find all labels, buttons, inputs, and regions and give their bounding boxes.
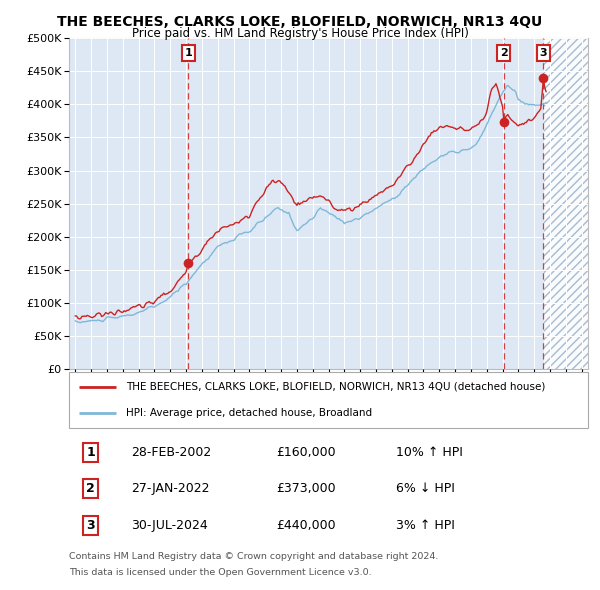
Text: 30-JUL-2024: 30-JUL-2024 <box>131 519 208 532</box>
Text: 6% ↓ HPI: 6% ↓ HPI <box>396 482 455 496</box>
Text: 3% ↑ HPI: 3% ↑ HPI <box>396 519 455 532</box>
Text: 3: 3 <box>539 48 547 58</box>
Text: 10% ↑ HPI: 10% ↑ HPI <box>396 446 463 459</box>
Text: 28-FEB-2002: 28-FEB-2002 <box>131 446 212 459</box>
Text: £373,000: £373,000 <box>277 482 336 496</box>
Text: THE BEECHES, CLARKS LOKE, BLOFIELD, NORWICH, NR13 4QU (detached house): THE BEECHES, CLARKS LOKE, BLOFIELD, NORW… <box>126 382 545 392</box>
Text: £160,000: £160,000 <box>277 446 336 459</box>
Text: This data is licensed under the Open Government Licence v3.0.: This data is licensed under the Open Gov… <box>69 568 371 577</box>
Text: 2: 2 <box>86 482 95 496</box>
Text: 1: 1 <box>86 446 95 459</box>
Text: 3: 3 <box>86 519 95 532</box>
Text: £440,000: £440,000 <box>277 519 336 532</box>
Text: HPI: Average price, detached house, Broadland: HPI: Average price, detached house, Broa… <box>126 408 372 418</box>
Text: 1: 1 <box>185 48 193 58</box>
Text: Price paid vs. HM Land Registry's House Price Index (HPI): Price paid vs. HM Land Registry's House … <box>131 27 469 40</box>
Text: 2: 2 <box>500 48 508 58</box>
Bar <box>544 38 600 369</box>
Text: THE BEECHES, CLARKS LOKE, BLOFIELD, NORWICH, NR13 4QU: THE BEECHES, CLARKS LOKE, BLOFIELD, NORW… <box>58 15 542 29</box>
Text: Contains HM Land Registry data © Crown copyright and database right 2024.: Contains HM Land Registry data © Crown c… <box>69 552 439 560</box>
Text: 27-JAN-2022: 27-JAN-2022 <box>131 482 210 496</box>
